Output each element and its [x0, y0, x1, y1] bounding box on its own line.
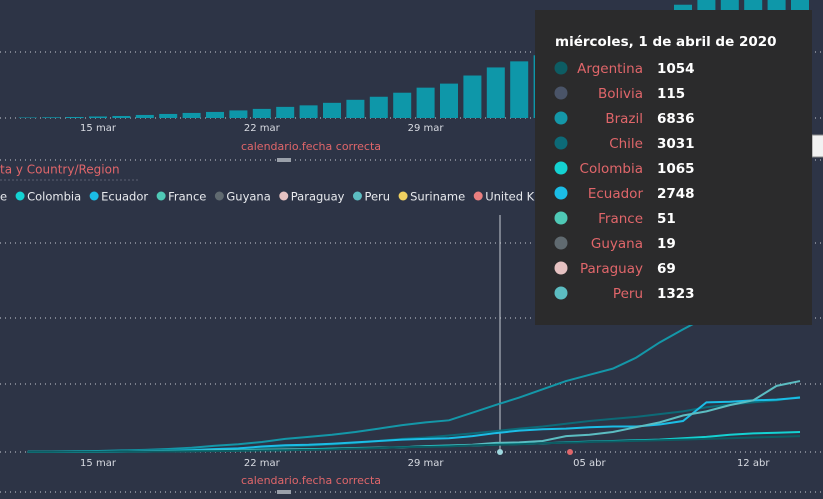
tooltip-value: 1323: [657, 286, 695, 302]
tooltip-name: Argentina: [577, 61, 643, 77]
bar: [463, 75, 482, 118]
x-axis-title: calendario.fecha correcta: [241, 474, 381, 487]
tooltip-value: 51: [657, 211, 676, 227]
legend-label: Paraguay: [291, 190, 345, 204]
bar: [206, 111, 224, 118]
tooltip-value: 1054: [657, 61, 695, 77]
tooltip-name: Bolivia: [598, 86, 643, 102]
legend-label: Ecuador: [101, 190, 148, 204]
bar: [42, 117, 61, 118]
x-tick-label: 05 abr: [573, 458, 606, 469]
bar: [440, 83, 458, 118]
tooltip-name: Ecuador: [588, 186, 644, 202]
tooltip-name: France: [598, 211, 643, 227]
bar: [486, 67, 505, 118]
tooltip-value: 115: [657, 86, 685, 102]
line-series: [27, 431, 801, 453]
legend-marker: [279, 191, 289, 201]
resize-handle[interactable]: [277, 490, 291, 494]
tooltip-name: Peru: [613, 286, 643, 302]
tooltip-value: 6836: [657, 111, 695, 127]
bar: [416, 87, 435, 118]
tooltip-name: Chile: [609, 136, 643, 152]
line-series: [27, 380, 801, 453]
line-series: [27, 435, 801, 453]
x-tick-label: 29 mar: [408, 123, 445, 134]
tooltip-marker: [554, 161, 568, 175]
tooltip-marker: [554, 86, 568, 100]
tooltip-marker: [554, 111, 568, 125]
legend-marker: [156, 191, 166, 201]
tooltip-value: 69: [657, 261, 676, 277]
bar: [323, 102, 341, 118]
tooltip-marker: [554, 286, 568, 300]
tooltip-name: Guyana: [591, 236, 643, 252]
tooltip-marker: [554, 261, 568, 275]
x-tick-label: 29 mar: [408, 458, 445, 469]
hover-dot: [567, 449, 573, 455]
legend-marker: [214, 191, 224, 201]
hover-dot: [497, 449, 503, 455]
x-tick-label: 15 mar: [80, 123, 117, 134]
bar: [346, 99, 365, 118]
legend-marker: [473, 191, 483, 201]
tooltip-marker: [554, 136, 568, 150]
legend-marker: [15, 191, 25, 201]
visual-icon[interactable]: [811, 134, 823, 158]
tooltip-value: 19: [657, 236, 676, 252]
bar: [135, 114, 154, 118]
tooltip-value: 3031: [657, 136, 695, 152]
bar: [182, 112, 201, 118]
bar: [18, 117, 37, 118]
bar: [229, 110, 248, 118]
legend-label: Colombia: [27, 190, 81, 204]
tooltip-marker: [554, 61, 568, 75]
legend-label: Guyana: [226, 190, 270, 204]
x-tick-label: 12 abr: [737, 458, 770, 469]
bar: [89, 116, 107, 118]
legend-label: Suriname: [410, 190, 465, 204]
tooltip-value: 1065: [657, 161, 695, 177]
bar: [299, 105, 318, 118]
legend-title: ta y Country/Region: [0, 163, 120, 177]
x-axis-title: calendario.fecha correcta: [241, 140, 381, 153]
x-tick-label: 15 mar: [80, 458, 117, 469]
tooltip: miércoles, 1 de abril de 2020 Argentina 10…: [535, 10, 812, 325]
tooltip-name: Brazil: [605, 111, 643, 127]
legend-marker: [398, 191, 408, 201]
tooltip-marker: [554, 211, 568, 225]
bar: [510, 61, 529, 118]
x-tick-label: 22 mar: [244, 123, 281, 134]
bar: [276, 106, 295, 118]
tooltip-box: [535, 10, 812, 325]
legend-marker: [89, 191, 99, 201]
bar: [393, 92, 412, 118]
legend-marker: [352, 191, 362, 201]
tooltip-title: miércoles, 1 de abril de 2020: [555, 34, 777, 50]
tooltip-name: Colombia: [580, 161, 643, 177]
resize-handle[interactable]: [277, 158, 291, 162]
bar: [65, 116, 84, 118]
tooltip-name: Paraguay: [580, 261, 643, 277]
bar: [369, 96, 388, 118]
bar: [159, 113, 178, 118]
tooltip-value: 2748: [657, 186, 695, 202]
tooltip-marker: [554, 186, 568, 200]
bar: [112, 115, 131, 118]
x-tick-label: 22 mar: [244, 458, 281, 469]
legend-label: France: [168, 190, 206, 204]
legend-label: e: [0, 190, 7, 204]
tooltip-marker: [554, 236, 568, 250]
bar: [252, 108, 271, 118]
legend-label: Peru: [364, 190, 390, 204]
